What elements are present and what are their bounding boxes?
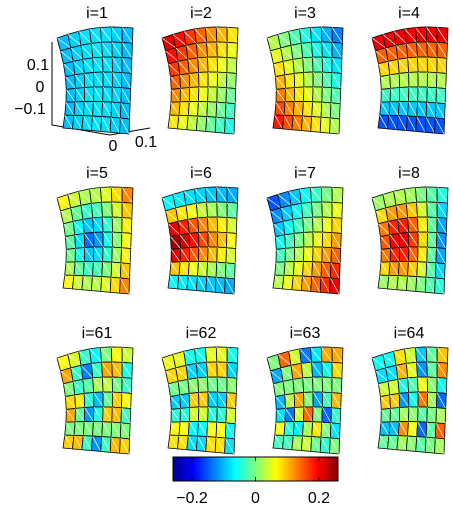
x-tick-label: 0.1 [135, 134, 157, 151]
panel-title: i=64 [394, 325, 425, 342]
panel-title: i=5 [86, 165, 108, 182]
panel-title: i=2 [190, 5, 212, 22]
x-tick-label: 0 [109, 138, 118, 155]
colorbar-tick-label: −0.2 [176, 490, 208, 507]
panel-title: i=7 [294, 165, 316, 182]
panel-title: i=4 [398, 5, 420, 22]
z-tick-label: 0 [36, 79, 45, 96]
panel-title: i=1 [86, 5, 108, 22]
panel-title: i=6 [190, 165, 212, 182]
colorbar-tick-label: 0 [251, 490, 260, 507]
panel-title: i=62 [186, 325, 217, 342]
figure: i=1 i=2 i=3 i=4 i=5 i=6 i=7 i=8 i=61 i=62 i=63 i=64… [0, 0, 453, 515]
colorbar-tick-label: 0.2 [308, 490, 330, 507]
panel-title: i=63 [290, 325, 321, 342]
z-tick-label: −0.1 [14, 101, 46, 118]
panel-title: i=3 [294, 5, 316, 22]
z-tick-label: 0.1 [27, 57, 49, 74]
panel-title: i=61 [82, 325, 113, 342]
panel-title: i=8 [398, 165, 420, 182]
